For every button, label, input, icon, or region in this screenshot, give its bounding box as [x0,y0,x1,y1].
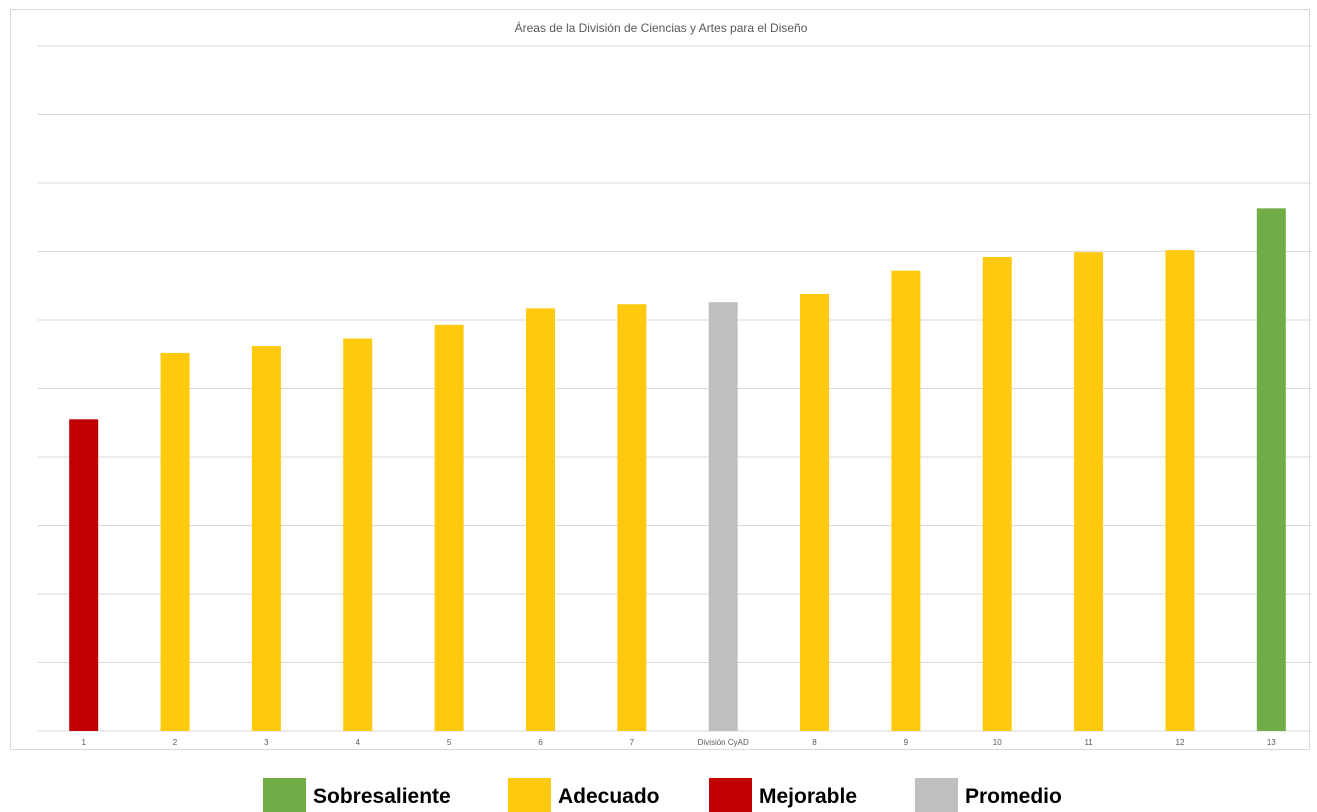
x-tick-label: 10 [993,738,1002,747]
bars [69,208,1286,732]
x-tick-label: 2 [173,738,178,747]
legend-label-mejorable: Mejorable [759,785,858,808]
x-tick-label: 6 [538,738,543,747]
legend-label-adecuado: Adecuado [558,785,660,808]
x-tick-label: 5 [447,738,452,747]
bar-3 [251,346,281,731]
bar-9 [891,270,921,731]
chart-title: Áreas de la División de Ciencias y Artes… [515,20,808,35]
x-tick-label: 12 [1176,738,1185,747]
bar-7 [617,304,647,731]
x-tick-label: 8 [812,738,817,747]
bar-2 [160,352,190,731]
x-tick-label: 3 [264,738,269,747]
legend: Sobresaliente Adecuado Mejorable Promedi… [0,770,1317,812]
chart-area: Áreas de la División de Ciencias y Artes… [10,9,1311,750]
bar-4 [343,338,373,731]
x-tick-label: 7 [630,738,635,747]
legend-swatch-promedio [915,778,958,812]
legend-label-sobresaliente: Sobresaliente [313,785,451,808]
bar-8 [800,293,830,731]
x-tick-label: 13 [1267,738,1276,747]
bar-6 [525,308,555,731]
bar-12 [1165,250,1195,731]
gridlines [38,45,1311,732]
x-axis-tick-labels: 1 2 3 4 5 6 7 División CyAD 8 9 10 11 12 13 [81,738,1276,747]
bar-chart: Áreas de la División de Ciencias y Artes… [38,20,1311,747]
x-tick-label: 4 [356,738,361,747]
legend-swatch-mejorable [709,778,752,812]
legend-label-promedio: Promedio [965,785,1062,808]
bar-10 [982,256,1012,731]
x-tick-label: 9 [904,738,909,747]
bar-11 [1074,252,1104,731]
bar-5 [434,324,464,731]
bar-13 [1256,208,1286,732]
bar-1 [69,419,99,731]
x-tick-label: 1 [81,738,86,747]
legend-swatch-adecuado [508,778,551,812]
x-tick-label: 11 [1084,738,1093,747]
bar-división-cyad [708,302,738,731]
x-tick-label: División CyAD [698,738,749,747]
legend-swatch-sobresaliente [263,778,306,812]
